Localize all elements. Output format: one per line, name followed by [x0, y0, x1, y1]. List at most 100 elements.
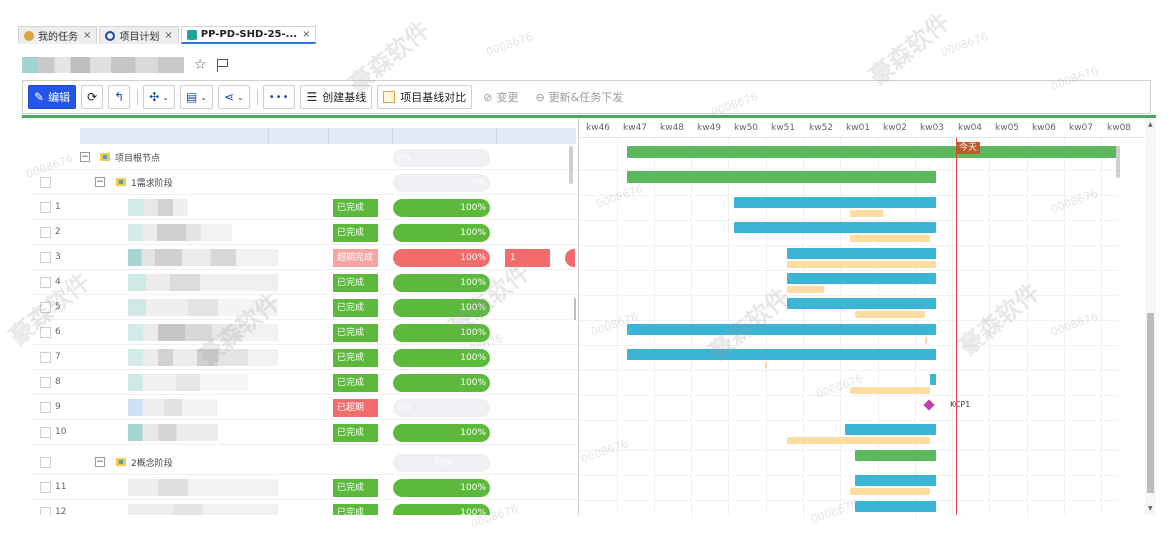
star-icon[interactable]: ☆	[194, 57, 207, 73]
table-row[interactable]: 6 已完成 100%	[32, 320, 578, 345]
status-badge: 已完成	[333, 199, 378, 217]
tab-project-plan[interactable]: 项目计划 ×	[99, 26, 179, 44]
progress-bar: 0%	[393, 399, 490, 417]
table-row[interactable]: 3 超期完成 100% 1	[32, 245, 578, 270]
gantt-bar-task[interactable]	[787, 273, 936, 284]
tab-my-tasks[interactable]: 我的任务 ×	[18, 26, 98, 44]
scroll-down-icon[interactable]: ▼	[1148, 505, 1153, 512]
row-checkbox[interactable]	[40, 482, 51, 493]
gantt-bar-task[interactable]	[734, 197, 936, 208]
collapse-icon[interactable]: −	[95, 457, 105, 467]
change-icon: ⊘	[483, 90, 493, 104]
gantt-bar-phase2[interactable]	[855, 450, 936, 461]
tree-row-phase[interactable]: − 2概念阶段 70%	[32, 450, 578, 475]
gantt-bar-root[interactable]	[627, 146, 1117, 158]
close-icon[interactable]: ×	[83, 30, 92, 41]
grid-scrollbar[interactable]	[569, 146, 573, 184]
update-dispatch-button[interactable]: ⊖ 更新&任务下发	[529, 85, 630, 109]
gantt-bar-task[interactable]	[845, 424, 936, 435]
node-name: 2概念阶段	[131, 459, 173, 469]
close-icon[interactable]: ×	[164, 30, 173, 41]
row-line	[579, 450, 1119, 451]
row-checkbox[interactable]	[40, 402, 51, 413]
more-button[interactable]: •••	[262, 85, 296, 109]
row-checkbox[interactable]	[40, 302, 51, 313]
table-row[interactable]: 9 已超期 0%	[32, 395, 578, 420]
row-line	[579, 345, 1119, 346]
table-row[interactable]: 5 已完成 100%	[32, 295, 578, 320]
flag-icon[interactable]	[215, 58, 229, 72]
table-row[interactable]: 4 已完成 100%	[32, 270, 578, 295]
tree-row-root[interactable]: − 项目根节点 0%	[32, 145, 578, 170]
row-line	[579, 270, 1119, 271]
edit-button[interactable]: ✎ 编辑	[28, 85, 77, 109]
tree-row-phase[interactable]: − 1需求阶段 0%	[32, 170, 578, 195]
row-checkbox[interactable]	[40, 457, 51, 468]
gantt-bar-task[interactable]	[787, 248, 936, 259]
row-checkbox[interactable]	[40, 277, 51, 288]
tab-project-document[interactable]: PP-PD-SHD-25-... ×	[180, 26, 317, 44]
row-checkbox[interactable]	[40, 377, 51, 388]
scrollbar-thumb[interactable]	[1147, 313, 1154, 493]
week-label: kw03	[920, 123, 945, 133]
gantt-bar-task[interactable]	[930, 374, 936, 385]
collapse-icon[interactable]: −	[80, 152, 90, 162]
status-badge: 已完成	[333, 374, 378, 392]
pane-divider[interactable]	[578, 118, 579, 515]
link-button[interactable]: ↰	[108, 85, 131, 109]
row-checkbox[interactable]	[40, 227, 51, 238]
refresh-button[interactable]: ⟳	[81, 85, 104, 109]
table-row[interactable]: 11 已完成 100%	[32, 475, 578, 500]
network-dropdown-button[interactable]: ✣ ⌄	[143, 85, 175, 109]
gantt-bar-task[interactable]	[627, 349, 936, 360]
gantt-bar-task[interactable]	[855, 501, 936, 512]
gantt-bar-task[interactable]	[734, 222, 936, 233]
gantt-bar-task[interactable]	[787, 298, 936, 309]
baseline-compare-button[interactable]: 项目基线对比	[377, 85, 473, 109]
gantt-bar-task[interactable]	[855, 475, 936, 486]
create-baseline-button[interactable]: ☰ 创建基线	[300, 85, 373, 109]
table-row[interactable]: 10 已完成 100%	[32, 420, 578, 445]
row-checkbox[interactable]	[40, 252, 51, 263]
splitter-handle[interactable]	[574, 298, 576, 320]
status-badge: 已完成	[333, 349, 378, 367]
change-button[interactable]: ⊘ 变更	[477, 85, 525, 109]
row-checkbox[interactable]	[40, 327, 51, 338]
row-checkbox[interactable]	[40, 202, 51, 213]
progress-bar: 100%	[393, 324, 490, 342]
week-label: kw04	[958, 123, 983, 133]
collapse-icon[interactable]: −	[95, 177, 105, 187]
table-row[interactable]: 8 已完成 100%	[32, 370, 578, 395]
progress-bar: 100%	[393, 349, 490, 367]
row-line	[579, 475, 1119, 476]
chevron-down-icon: ⌄	[237, 92, 244, 102]
table-row[interactable]: 7 已完成 100%	[32, 345, 578, 370]
task-name-redacted	[128, 504, 278, 515]
gantt-baseline-bar	[850, 488, 930, 495]
row-checkbox[interactable]	[40, 427, 51, 438]
row-number: 2	[55, 227, 61, 237]
scroll-up-icon[interactable]: ▲	[1148, 121, 1153, 128]
vertical-scrollbar[interactable]: ▲ ▼	[1145, 118, 1156, 515]
share-dropdown-button[interactable]: ⋖ ⌄	[218, 85, 250, 109]
row-checkbox[interactable]	[40, 507, 51, 515]
report-dropdown-button[interactable]: ▤ ⌄	[179, 85, 213, 109]
close-icon[interactable]: ×	[302, 29, 311, 40]
gantt-bar-task[interactable]	[627, 324, 936, 335]
row-line	[579, 245, 1119, 246]
task-name-redacted	[128, 324, 278, 341]
title-row: ☆	[22, 55, 229, 75]
overdue-days: 1	[505, 249, 550, 267]
row-checkbox[interactable]	[40, 177, 51, 188]
change-label: 变更	[496, 91, 519, 104]
task-name-redacted	[128, 374, 248, 391]
table-row[interactable]: 1 已完成 100%	[32, 195, 578, 220]
milestone-diamond-icon[interactable]	[923, 399, 935, 411]
row-line	[579, 370, 1119, 371]
gantt-bar-phase1[interactable]	[627, 171, 936, 183]
row-checkbox[interactable]	[40, 352, 51, 363]
table-row[interactable]: 12 已完成 100%	[32, 500, 578, 515]
table-row[interactable]: 2 已完成 100%	[32, 220, 578, 245]
gantt-scrollbar[interactable]	[1116, 146, 1120, 178]
refresh-icon: ⟳	[87, 90, 98, 104]
